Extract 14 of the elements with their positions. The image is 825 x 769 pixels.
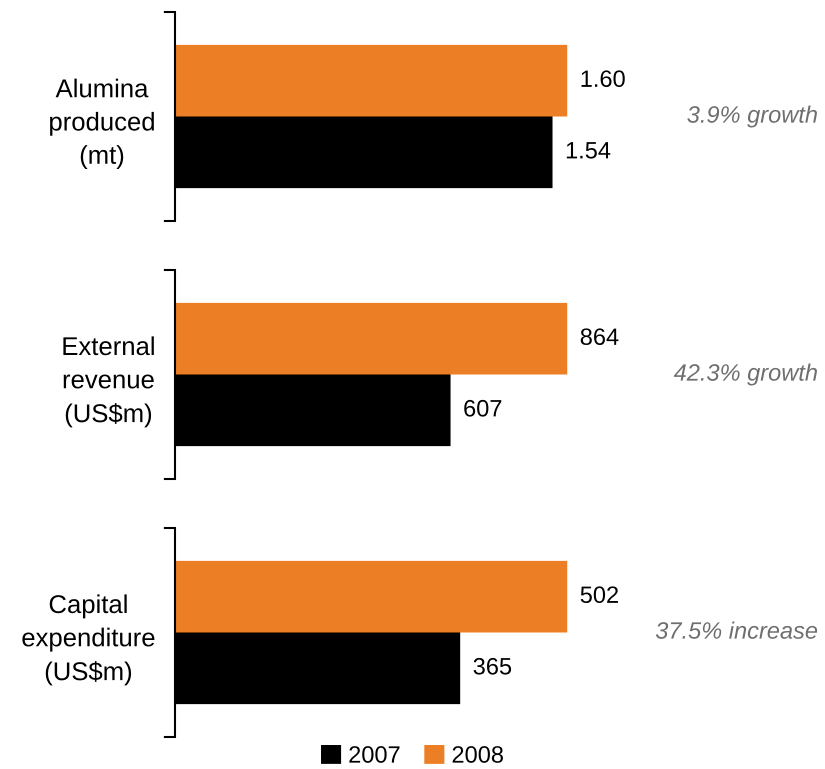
y-tick-label: External revenue (US$m): [63, 336, 154, 428]
y-tick-label: Alumina produced (mt): [50, 78, 154, 170]
data-label: 607: [464, 400, 502, 417]
data-label: 1.54: [566, 142, 610, 159]
legend-label: 2008: [452, 746, 503, 763]
data-label: 365: [474, 658, 512, 675]
text: 42.3% growth: [674, 363, 817, 386]
y-tick-label: Capital expenditure (US$m): [22, 594, 154, 686]
text: 37.5% increase: [656, 621, 818, 639]
text: 3.9% growth: [687, 105, 817, 128]
data-label: 1.60: [582, 70, 625, 88]
legend-label: 2007: [349, 746, 400, 763]
data-label: 502: [580, 586, 618, 604]
data-label: 864: [580, 328, 618, 346]
